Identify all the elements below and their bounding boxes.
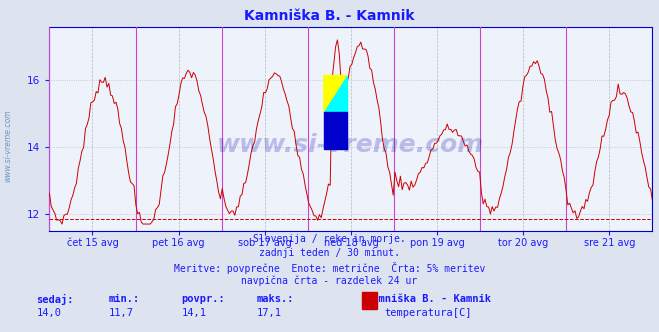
Text: sedaj:: sedaj:: [36, 294, 74, 305]
Text: Kamniška B. - Kamnik: Kamniška B. - Kamnik: [366, 294, 491, 304]
Text: Slovenija / reke in morje.: Slovenija / reke in morje.: [253, 234, 406, 244]
Polygon shape: [324, 76, 347, 112]
Text: navpična črta - razdelek 24 ur: navpična črta - razdelek 24 ur: [241, 276, 418, 286]
Text: 17,1: 17,1: [257, 308, 282, 318]
Text: maks.:: maks.:: [257, 294, 295, 304]
Bar: [324, 112, 347, 149]
Text: Meritve: povprečne  Enote: metrične  Črta: 5% meritev: Meritve: povprečne Enote: metrične Črta:…: [174, 262, 485, 274]
Text: zadnji teden / 30 minut.: zadnji teden / 30 minut.: [259, 248, 400, 258]
Text: povpr.:: povpr.:: [181, 294, 225, 304]
Text: temperatura[C]: temperatura[C]: [384, 308, 472, 318]
Text: www.si-vreme.com: www.si-vreme.com: [217, 133, 484, 157]
Text: 14,0: 14,0: [36, 308, 61, 318]
Text: Kamniška B. - Kamnik: Kamniška B. - Kamnik: [244, 9, 415, 23]
Polygon shape: [324, 76, 347, 112]
Text: min.:: min.:: [109, 294, 140, 304]
Text: www.si-vreme.com: www.si-vreme.com: [3, 110, 13, 182]
Text: 14,1: 14,1: [181, 308, 206, 318]
Text: 11,7: 11,7: [109, 308, 134, 318]
